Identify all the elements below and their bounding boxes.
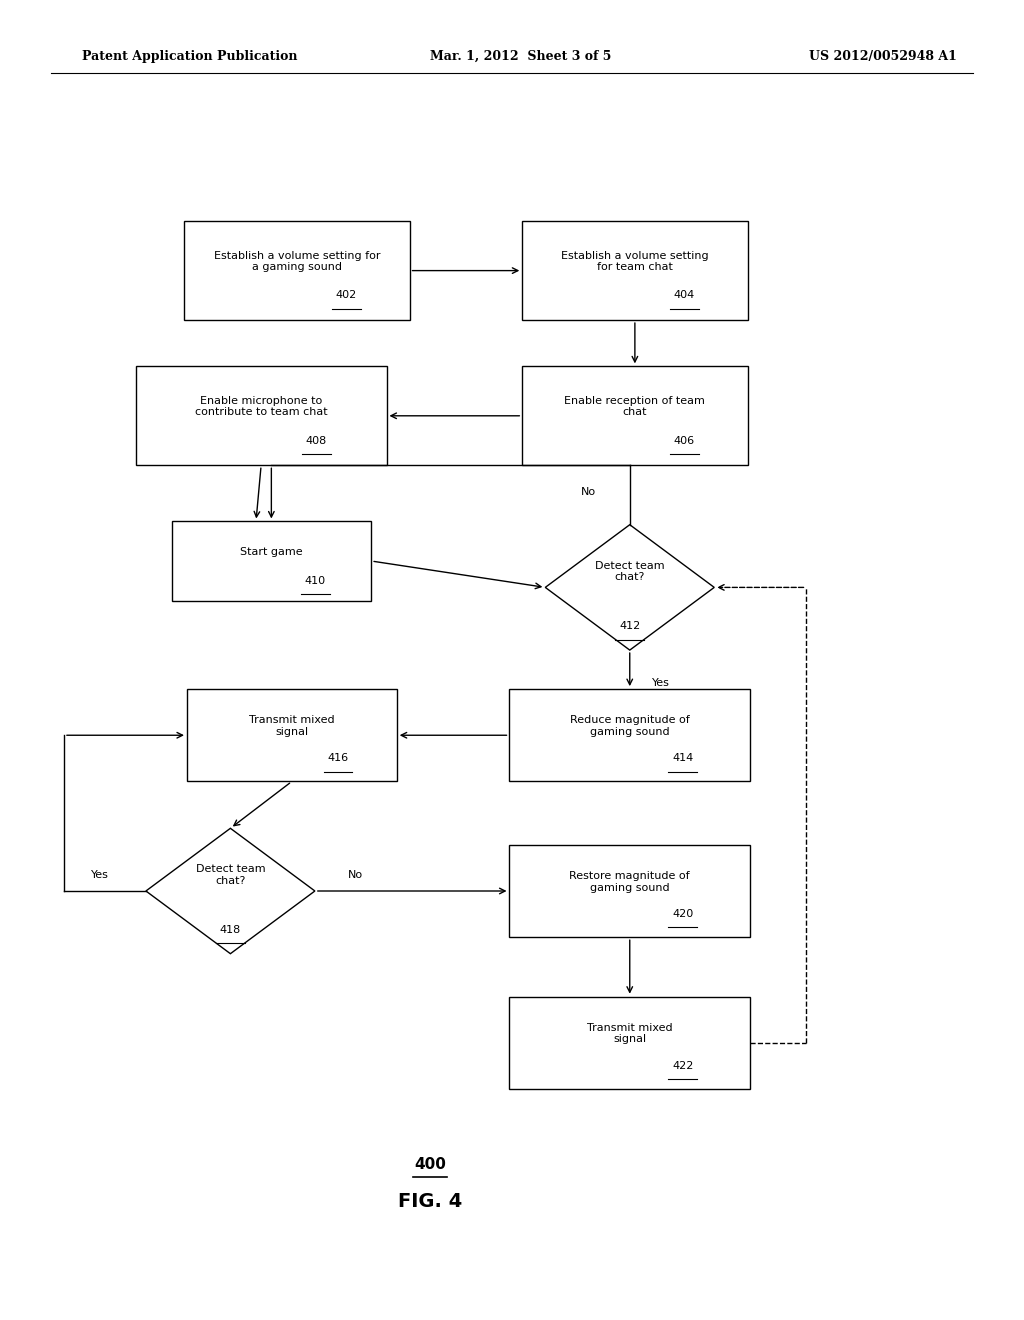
FancyBboxPatch shape bbox=[172, 521, 372, 601]
Text: Yes: Yes bbox=[651, 678, 670, 688]
Text: 408: 408 bbox=[306, 436, 327, 446]
Text: Start game: Start game bbox=[240, 546, 303, 557]
Text: 422: 422 bbox=[672, 1061, 693, 1071]
Text: No: No bbox=[348, 870, 364, 880]
Text: Establish a volume setting for
a gaming sound: Establish a volume setting for a gaming … bbox=[214, 251, 380, 272]
Text: 402: 402 bbox=[336, 290, 357, 301]
Text: Establish a volume setting
for team chat: Establish a volume setting for team chat bbox=[561, 251, 709, 272]
Text: Reduce magnitude of
gaming sound: Reduce magnitude of gaming sound bbox=[570, 715, 689, 737]
Text: 406: 406 bbox=[674, 436, 695, 446]
Text: Detect team
chat?: Detect team chat? bbox=[595, 561, 665, 582]
Text: US 2012/0052948 A1: US 2012/0052948 A1 bbox=[809, 50, 956, 63]
Text: 418: 418 bbox=[220, 925, 241, 935]
Text: Yes: Yes bbox=[91, 870, 109, 880]
Text: Enable reception of team
chat: Enable reception of team chat bbox=[564, 396, 706, 417]
FancyBboxPatch shape bbox=[522, 366, 748, 465]
Text: Enable microphone to
contribute to team chat: Enable microphone to contribute to team … bbox=[195, 396, 328, 417]
Text: Patent Application Publication: Patent Application Publication bbox=[82, 50, 297, 63]
FancyBboxPatch shape bbox=[510, 689, 750, 781]
Text: 416: 416 bbox=[328, 754, 348, 763]
FancyBboxPatch shape bbox=[184, 220, 410, 319]
Text: Restore magnitude of
gaming sound: Restore magnitude of gaming sound bbox=[569, 871, 690, 892]
Text: No: No bbox=[582, 487, 596, 496]
Text: 414: 414 bbox=[672, 754, 693, 763]
Text: FIG. 4: FIG. 4 bbox=[398, 1192, 462, 1210]
Text: Transmit mixed
signal: Transmit mixed signal bbox=[249, 715, 335, 737]
Text: 404: 404 bbox=[674, 290, 695, 301]
Text: 400: 400 bbox=[414, 1156, 446, 1172]
Polygon shape bbox=[146, 829, 315, 953]
Text: 412: 412 bbox=[620, 622, 640, 631]
Text: 410: 410 bbox=[305, 576, 326, 586]
Text: Detect team
chat?: Detect team chat? bbox=[196, 865, 265, 886]
Text: Mar. 1, 2012  Sheet 3 of 5: Mar. 1, 2012 Sheet 3 of 5 bbox=[430, 50, 611, 63]
FancyBboxPatch shape bbox=[510, 845, 750, 937]
FancyBboxPatch shape bbox=[186, 689, 396, 781]
Text: Transmit mixed
signal: Transmit mixed signal bbox=[587, 1023, 673, 1044]
Text: 420: 420 bbox=[672, 909, 693, 919]
FancyBboxPatch shape bbox=[135, 366, 387, 465]
Polygon shape bbox=[545, 524, 715, 649]
FancyBboxPatch shape bbox=[522, 220, 748, 319]
FancyBboxPatch shape bbox=[510, 997, 750, 1089]
